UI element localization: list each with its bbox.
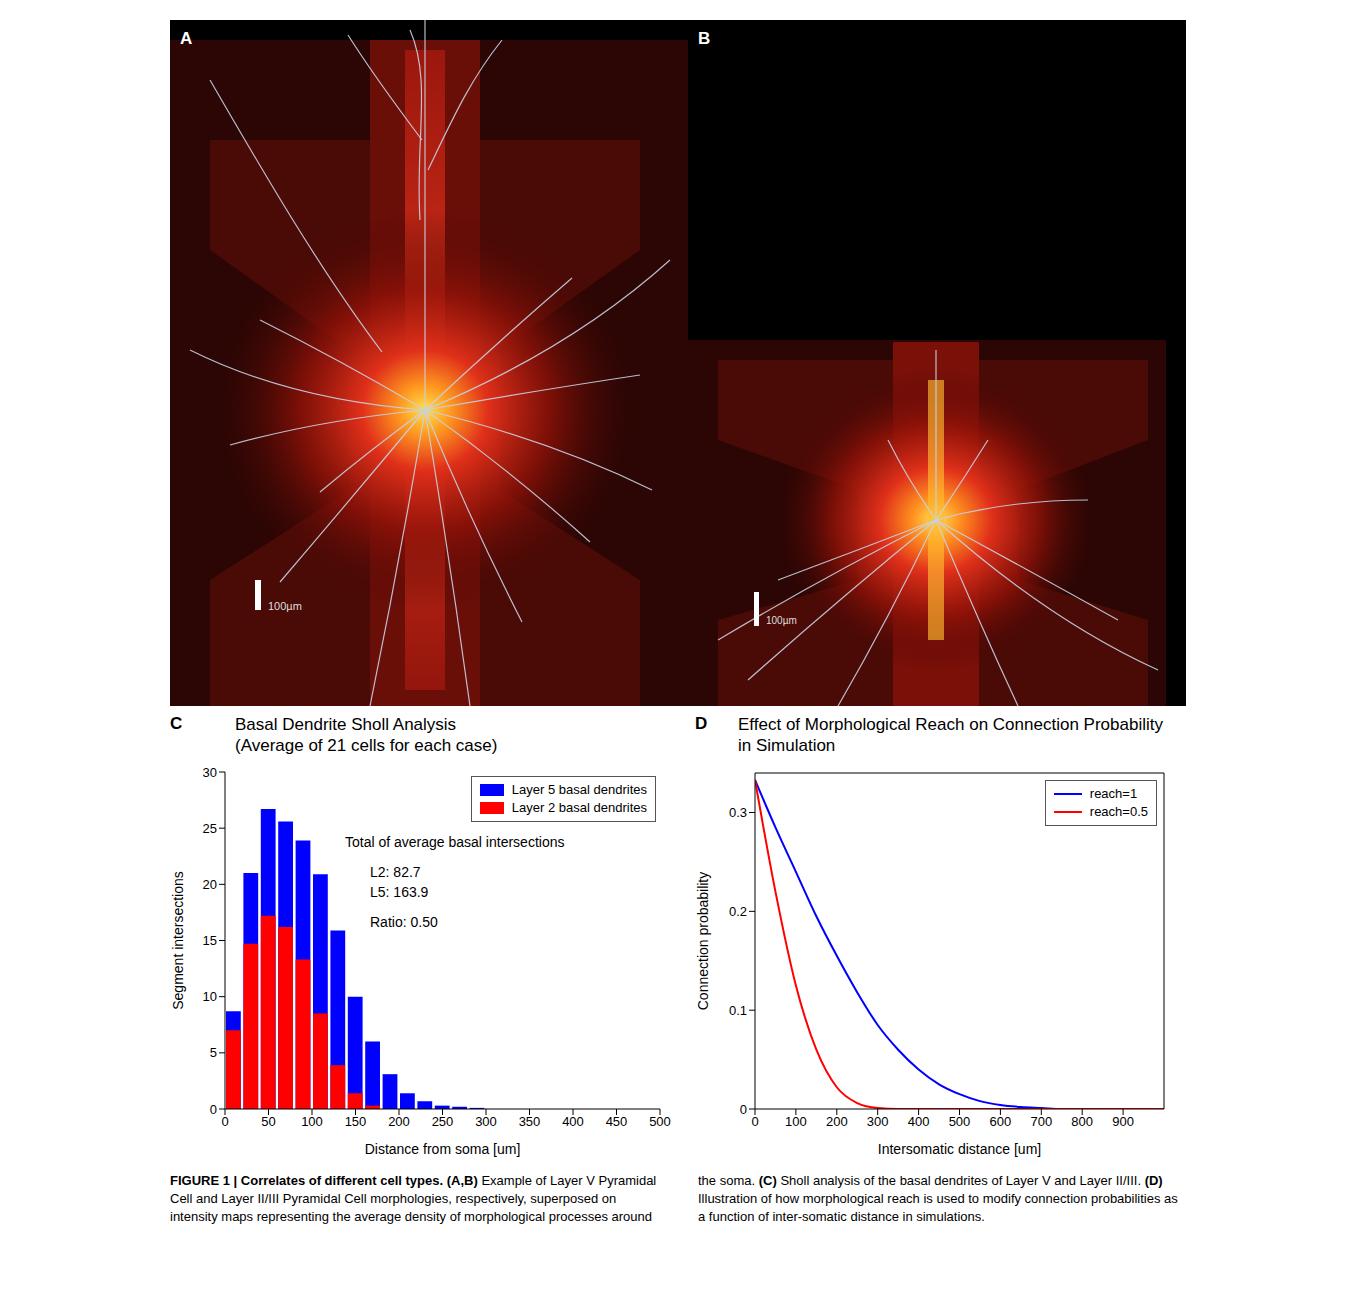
- html-text:D: D: [695, 714, 708, 733]
- svg-text:15: 15: [203, 933, 217, 948]
- svg-text:50: 50: [261, 1114, 275, 1129]
- svg-text:700: 700: [1030, 1114, 1052, 1129]
- svg-text:0: 0: [751, 1114, 758, 1129]
- svg-text:30: 30: [203, 765, 217, 780]
- svg-text:5: 5: [210, 1045, 217, 1060]
- html-text:Layer 5 basal dendrites: Layer 5 basal dendrites: [511, 782, 647, 797]
- html-text:reach=0.5: reach=0.5: [1089, 804, 1148, 819]
- svg-text:150: 150: [345, 1114, 367, 1129]
- svg-text:0: 0: [740, 1102, 747, 1117]
- html-text:Effect of Morphological Reach: Effect of Morphological Reach on Connect…: [738, 715, 1163, 755]
- svg-text:800: 800: [1071, 1114, 1093, 1129]
- html-text:Illustration of how morphologi: Illustration of how morphological reach …: [698, 1191, 1178, 1224]
- html-text:(Average of 21 cells for each: (Average of 21 cells for each case): [235, 736, 498, 755]
- svg-text:100: 100: [301, 1114, 323, 1129]
- svg-text:450: 450: [606, 1114, 628, 1129]
- html-text:L5: 163.9: L5: 163.9: [370, 884, 429, 900]
- html-text:L2: 82.7: L2: 82.7: [370, 864, 421, 880]
- html-text:reach=1: reach=1: [1089, 786, 1138, 801]
- svg-text:20: 20: [203, 877, 217, 892]
- svg-text:400: 400: [908, 1114, 930, 1129]
- svg-text:B: B: [698, 29, 710, 48]
- svg-text:A: A: [180, 29, 192, 48]
- svg-text:0.2: 0.2: [729, 904, 747, 919]
- svg-text:100: 100: [785, 1114, 807, 1129]
- svg-text:500: 500: [649, 1114, 671, 1129]
- svg-text:10: 10: [203, 989, 217, 1004]
- svg-text:0: 0: [210, 1102, 217, 1117]
- svg-text:25: 25: [203, 821, 217, 836]
- svg-text:Connection probability: Connection probability: [695, 872, 711, 1011]
- html-text:Basal Dendrite Sholl Analysis: Basal Dendrite Sholl Analysis: [235, 715, 457, 734]
- svg-text:500: 500: [949, 1114, 971, 1129]
- svg-text:Segment intersections: Segment intersections: [170, 871, 186, 1010]
- svg-text:0: 0: [221, 1114, 228, 1129]
- html-text:Ratio: 0.50: Ratio: 0.50: [370, 914, 438, 930]
- svg-text:100µm: 100µm: [766, 615, 797, 626]
- svg-text:200: 200: [388, 1114, 410, 1129]
- svg-text:400: 400: [562, 1114, 584, 1129]
- svg-text:300: 300: [867, 1114, 889, 1129]
- svg-text:900: 900: [1112, 1114, 1134, 1129]
- html-text:Total of average basal interse: Total of average basal intersections: [345, 834, 565, 850]
- html-text:FIGURE 1 | Correlates of diffe: FIGURE 1 | Correlates of different cell …: [170, 1173, 1163, 1224]
- svg-text:100µm: 100µm: [268, 600, 302, 612]
- svg-text:0.1: 0.1: [729, 1003, 747, 1018]
- svg-text:200: 200: [826, 1114, 848, 1129]
- svg-text:600: 600: [990, 1114, 1012, 1129]
- svg-text:250: 250: [432, 1114, 454, 1129]
- svg-text:350: 350: [519, 1114, 541, 1129]
- html-text:C: C: [170, 714, 183, 733]
- svg-text:0.3: 0.3: [729, 805, 747, 820]
- svg-text:300: 300: [475, 1114, 497, 1129]
- svg-text:Distance from soma [um]: Distance from soma [um]: [365, 1141, 521, 1157]
- html-text:Layer 2 basal dendrites: Layer 2 basal dendrites: [511, 800, 647, 815]
- svg-text:Intersomatic distance [um]: Intersomatic distance [um]: [878, 1141, 1041, 1157]
